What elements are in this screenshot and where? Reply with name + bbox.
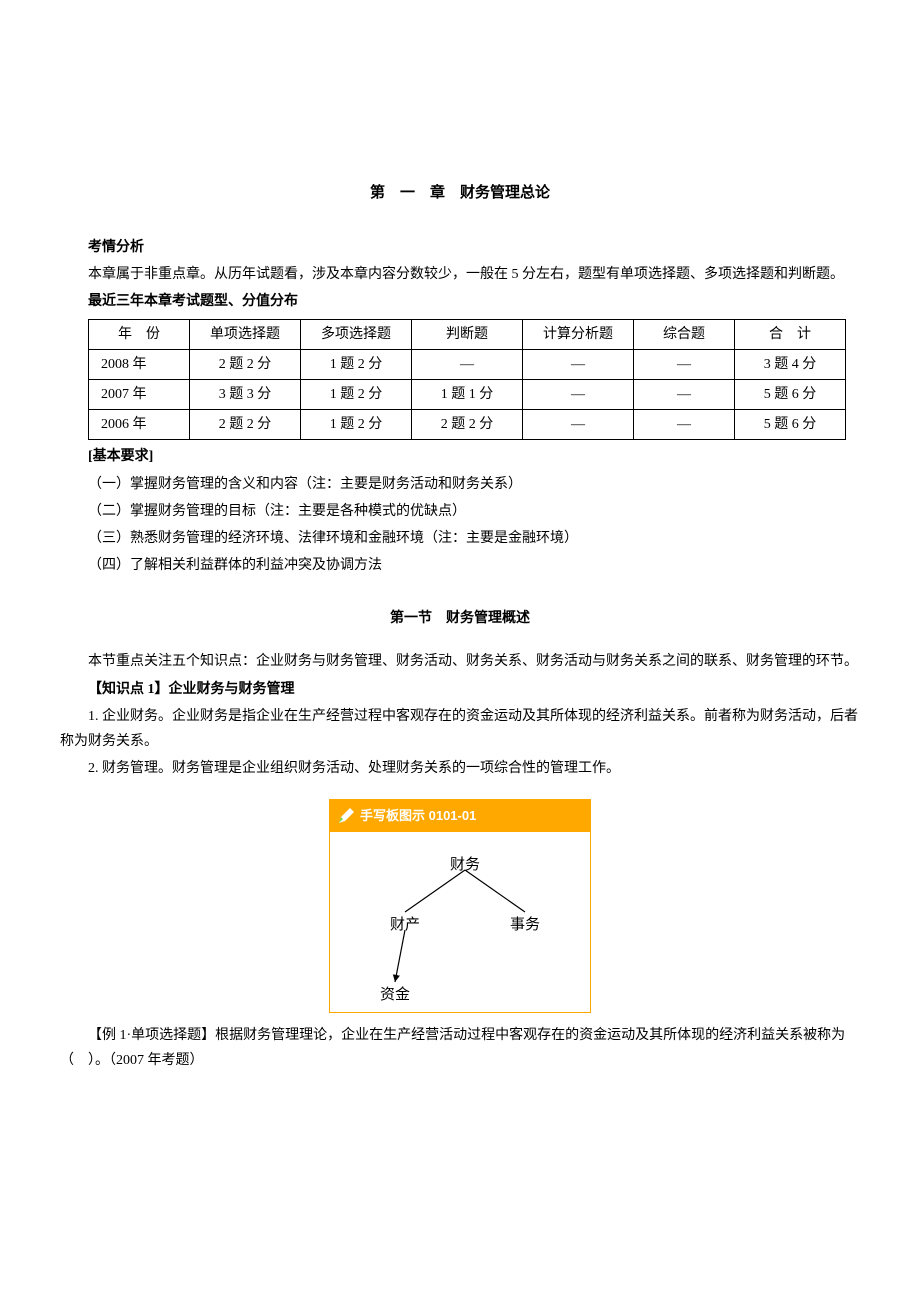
table-cell: — (634, 349, 735, 379)
table-cell: 1 题 1 分 (412, 379, 523, 409)
diagram-header: 手写板图示 0101-01 (330, 800, 590, 831)
table-cell: — (523, 410, 634, 440)
table-cell: — (523, 379, 634, 409)
table-cell: 3 题 3 分 (190, 379, 301, 409)
table-cell: 2007 年 (89, 379, 190, 409)
table-cell: 3 题 4 分 (735, 349, 846, 379)
requirement-item: （三）熟悉财务管理的经济环境、法律环境和金融环境（注：主要是金融环境） (60, 526, 860, 551)
table-header-cell: 合 计 (735, 319, 846, 349)
heading-requirements: [基本要求] (60, 444, 860, 469)
requirement-item: （四）了解相关利益群体的利益冲突及协调方法 (60, 553, 860, 578)
table-cell: 2006 年 (89, 410, 190, 440)
table-cell: 2 题 2 分 (190, 410, 301, 440)
heading-table: 最近三年本章考试题型、分值分布 (60, 289, 860, 314)
score-table: 年 份单项选择题多项选择题判断题计算分析题综合题合 计2008 年2 题 2 分… (88, 319, 846, 441)
table-cell: 1 题 2 分 (301, 410, 412, 440)
diagram-node: 财产 (390, 912, 420, 939)
pencil-icon (338, 808, 354, 824)
table-cell: — (412, 349, 523, 379)
example1: 【例 1·单项选择题】根据财务管理理论，企业在生产经营活动过程中客观存在的资金运… (60, 1023, 860, 1073)
table-header-cell: 单项选择题 (190, 319, 301, 349)
table-cell: 1 题 2 分 (301, 349, 412, 379)
table-header-cell: 综合题 (634, 319, 735, 349)
requirements-list: （一）掌握财务管理的含义和内容（注：主要是财务活动和财务关系）（二）掌握财务管理… (60, 472, 860, 579)
table-row: 2008 年2 题 2 分1 题 2 分———3 题 4 分 (89, 349, 846, 379)
table-header-cell: 年 份 (89, 319, 190, 349)
table-header-cell: 计算分析题 (523, 319, 634, 349)
kp1-line: 1. 企业财务。企业财务是指企业在生产经营过程中客观存在的资金运动及其所体现的经… (60, 704, 860, 754)
table-cell: 1 题 2 分 (301, 379, 412, 409)
diagram-body: 财务财产 事务资金 (330, 832, 590, 1012)
table-header-cell: 判断题 (412, 319, 523, 349)
diagram-node: 财务 (450, 852, 480, 879)
section1-intro: 本节重点关注五个知识点：企业财务与财务管理、财务活动、财务关系、财务活动与财务关… (60, 649, 860, 674)
table-cell: 5 题 6 分 (735, 379, 846, 409)
table-cell: — (523, 349, 634, 379)
handwriting-diagram: 手写板图示 0101-01 财务财产 事务资金 (329, 799, 591, 1012)
table-cell: 5 题 6 分 (735, 410, 846, 440)
section1-title: 第一节 财务管理概述 (60, 606, 860, 631)
kp1-line: 2. 财务管理。财务管理是企业组织财务活动、处理财务关系的一项综合性的管理工作。 (60, 756, 860, 781)
table-cell: 2008 年 (89, 349, 190, 379)
requirement-item: （一）掌握财务管理的含义和内容（注：主要是财务活动和财务关系） (60, 472, 860, 497)
requirement-item: （二）掌握财务管理的目标（注：主要是各种模式的优缺点） (60, 499, 860, 524)
diagram-node: 资金 (380, 982, 410, 1009)
table-cell: 2 题 2 分 (412, 410, 523, 440)
heading-analysis: 考情分析 (60, 235, 860, 260)
diagram-node: 事务 (510, 912, 540, 939)
kp1-heading: 【知识点 1】企业财务与财务管理 (60, 677, 860, 702)
table-cell: — (634, 379, 735, 409)
table-cell: — (634, 410, 735, 440)
table-row: 2007 年3 题 3 分1 题 2 分1 题 1 分——5 题 6 分 (89, 379, 846, 409)
table-row: 2006 年2 题 2 分1 题 2 分2 题 2 分——5 题 6 分 (89, 410, 846, 440)
table-cell: 2 题 2 分 (190, 349, 301, 379)
para-analysis: 本章属于非重点章。从历年试题看，涉及本章内容分数较少，一般在 5 分左右，题型有… (60, 262, 860, 287)
chapter-title: 第 一 章 财务管理总论 (60, 180, 860, 207)
table-header-cell: 多项选择题 (301, 319, 412, 349)
diagram-header-label: 手写板图示 0101-01 (360, 804, 476, 827)
